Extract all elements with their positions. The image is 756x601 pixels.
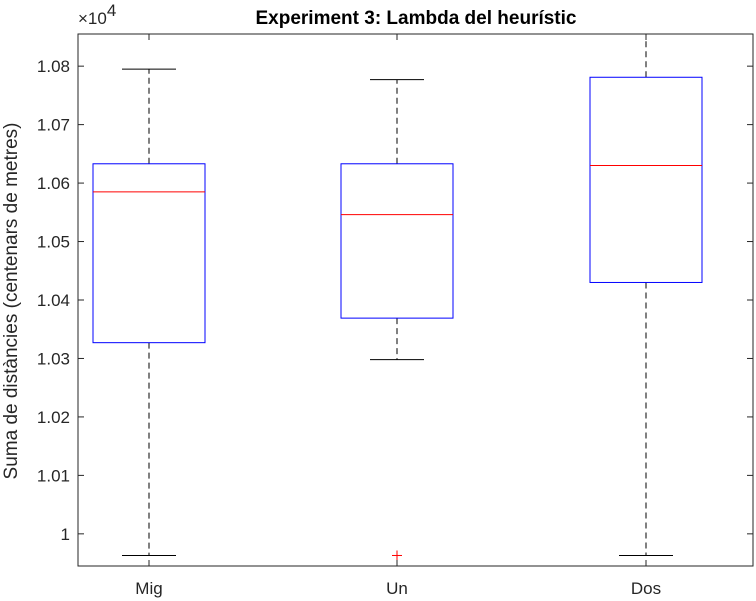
chart-title: Experiment 3: Lambda del heurístic: [256, 8, 577, 29]
box: [340, 163, 454, 319]
y-tick-label: 1.01: [37, 466, 70, 485]
box-group-mig: [92, 68, 206, 556]
axes-frame: [77, 33, 754, 567]
box: [92, 163, 206, 344]
x-tick-label: Mig: [135, 579, 162, 598]
box: [589, 76, 703, 283]
y-tick-label: 1.04: [37, 291, 70, 310]
box-group-un: [340, 79, 454, 561]
x-axis: Mig Un Dos: [135, 34, 661, 598]
y-axis-label: Suma de distàncies (centenars de metres): [1, 123, 22, 480]
y-axis: 1 1.01 1.02 1.03 1.04 1.05 1.06 1.07 1.08: [37, 57, 753, 544]
y-tick-label: 1: [61, 525, 70, 544]
x-tick-label: Un: [386, 579, 408, 598]
y-tick-label: 1.07: [37, 116, 70, 135]
x-tick-label: Dos: [631, 579, 661, 598]
y-multiplier: ×104: [78, 1, 116, 28]
y-tick-label: 1.02: [37, 408, 70, 427]
y-multiplier-base: ×10: [78, 9, 107, 28]
y-tick-label: 1.03: [37, 349, 70, 368]
y-tick-label: 1.06: [37, 174, 70, 193]
box-group-dos: [589, 34, 703, 556]
y-tick-label: 1.08: [37, 57, 70, 76]
y-multiplier-exponent: 4: [107, 1, 116, 20]
outlier-marker: [392, 550, 402, 561]
y-tick-label: 1.05: [37, 233, 70, 252]
plot-area: [92, 34, 703, 561]
